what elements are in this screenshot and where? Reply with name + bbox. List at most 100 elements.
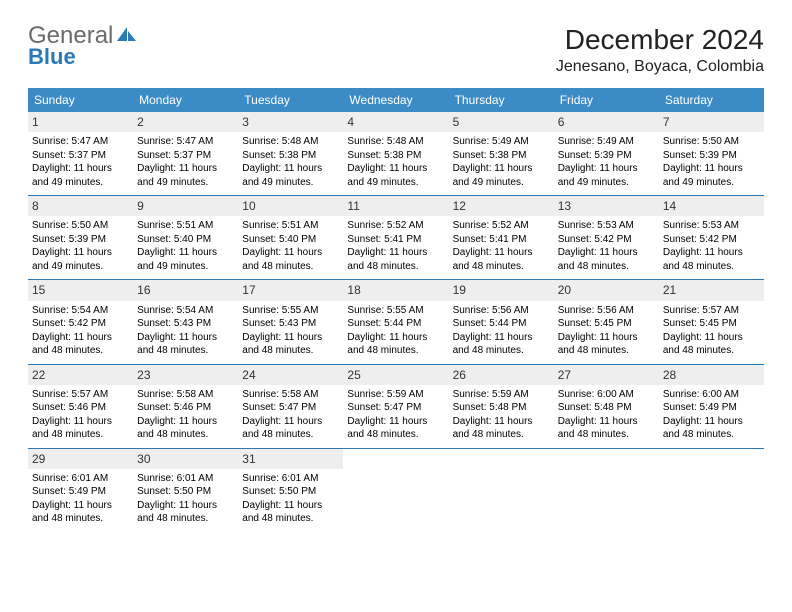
daylight-text: Daylight: 11 hours bbox=[453, 162, 550, 176]
day-number: 4 bbox=[343, 112, 448, 132]
daylight-text: Daylight: 11 hours bbox=[558, 415, 655, 429]
sunrise-text: Sunrise: 5:52 AM bbox=[453, 219, 550, 233]
daylight-text: Daylight: 11 hours bbox=[347, 162, 444, 176]
sunrise-text: Sunrise: 5:59 AM bbox=[347, 388, 444, 402]
sunset-text: Sunset: 5:46 PM bbox=[32, 401, 129, 415]
day-number: 27 bbox=[554, 365, 659, 385]
daylight-text-2: and 48 minutes. bbox=[453, 428, 550, 442]
day-number: 25 bbox=[343, 365, 448, 385]
sunrise-text: Sunrise: 5:53 AM bbox=[663, 219, 760, 233]
daylight-text-2: and 48 minutes. bbox=[137, 512, 234, 526]
sunrise-text: Sunrise: 6:00 AM bbox=[558, 388, 655, 402]
logo-sail-icon bbox=[115, 24, 137, 48]
day-cell: 3Sunrise: 5:48 AMSunset: 5:38 PMDaylight… bbox=[238, 112, 343, 196]
day-number: 3 bbox=[238, 112, 343, 132]
day-cell: 7Sunrise: 5:50 AMSunset: 5:39 PMDaylight… bbox=[659, 112, 764, 196]
day-number: 18 bbox=[343, 280, 448, 300]
sunrise-text: Sunrise: 5:55 AM bbox=[347, 304, 444, 318]
daylight-text-2: and 49 minutes. bbox=[558, 176, 655, 190]
daylight-text-2: and 48 minutes. bbox=[663, 260, 760, 274]
sunset-text: Sunset: 5:48 PM bbox=[558, 401, 655, 415]
daylight-text-2: and 48 minutes. bbox=[137, 344, 234, 358]
month-title: December 2024 bbox=[556, 24, 764, 56]
daylight-text: Daylight: 11 hours bbox=[453, 246, 550, 260]
sunset-text: Sunset: 5:44 PM bbox=[453, 317, 550, 331]
day-number: 8 bbox=[28, 196, 133, 216]
day-number: 15 bbox=[28, 280, 133, 300]
daylight-text-2: and 48 minutes. bbox=[242, 428, 339, 442]
day-cell: 26Sunrise: 5:59 AMSunset: 5:48 PMDayligh… bbox=[449, 364, 554, 448]
day-number: 10 bbox=[238, 196, 343, 216]
day-number: 19 bbox=[449, 280, 554, 300]
sunrise-text: Sunrise: 6:01 AM bbox=[137, 472, 234, 486]
sunset-text: Sunset: 5:39 PM bbox=[32, 233, 129, 247]
day-number: 17 bbox=[238, 280, 343, 300]
sunrise-text: Sunrise: 5:57 AM bbox=[663, 304, 760, 318]
sunrise-text: Sunrise: 5:59 AM bbox=[453, 388, 550, 402]
daylight-text-2: and 48 minutes. bbox=[453, 344, 550, 358]
daylight-text: Daylight: 11 hours bbox=[137, 415, 234, 429]
day-number: 13 bbox=[554, 196, 659, 216]
sunset-text: Sunset: 5:41 PM bbox=[453, 233, 550, 247]
sunset-text: Sunset: 5:50 PM bbox=[137, 485, 234, 499]
daylight-text: Daylight: 11 hours bbox=[663, 415, 760, 429]
day-number: 31 bbox=[238, 449, 343, 469]
daylight-text: Daylight: 11 hours bbox=[242, 415, 339, 429]
sunrise-text: Sunrise: 5:52 AM bbox=[347, 219, 444, 233]
sunrise-text: Sunrise: 5:53 AM bbox=[558, 219, 655, 233]
title-block: December 2024 Jenesano, Boyaca, Colombia bbox=[556, 24, 764, 76]
sunrise-text: Sunrise: 5:51 AM bbox=[137, 219, 234, 233]
day-cell: 27 Sunrise: 6:00 AMSunset: 5:48 PMDayligh… bbox=[554, 364, 659, 448]
weekday-thursday: Thursday bbox=[449, 88, 554, 112]
daylight-text-2: and 49 minutes. bbox=[32, 260, 129, 274]
weekday-header-row: Sunday Monday Tuesday Wednesday Thursday… bbox=[28, 88, 764, 112]
daylight-text: Daylight: 11 hours bbox=[242, 246, 339, 260]
sunset-text: Sunset: 5:48 PM bbox=[453, 401, 550, 415]
sunset-text: Sunset: 5:49 PM bbox=[663, 401, 760, 415]
sunset-text: Sunset: 5:42 PM bbox=[663, 233, 760, 247]
day-number: 9 bbox=[133, 196, 238, 216]
daylight-text: Daylight: 11 hours bbox=[663, 246, 760, 260]
daylight-text: Daylight: 11 hours bbox=[242, 331, 339, 345]
logo-text-blue: Blue bbox=[28, 46, 139, 68]
day-number: 16 bbox=[133, 280, 238, 300]
sunrise-text: Sunrise: 5:56 AM bbox=[453, 304, 550, 318]
sunrise-text: Sunrise: 5:48 AM bbox=[347, 135, 444, 149]
calendar-row: 1Sunrise: 5:47 AMSunset: 5:37 PMDaylight… bbox=[28, 112, 764, 196]
sunrise-text: Sunrise: 5:55 AM bbox=[242, 304, 339, 318]
day-number: 2 bbox=[133, 112, 238, 132]
sunset-text: Sunset: 5:44 PM bbox=[347, 317, 444, 331]
daylight-text-2: and 48 minutes. bbox=[242, 260, 339, 274]
sunrise-text: Sunrise: 5:50 AM bbox=[663, 135, 760, 149]
day-cell bbox=[449, 448, 554, 532]
daylight-text-2: and 48 minutes. bbox=[347, 260, 444, 274]
day-cell: 17 Sunrise: 5:55 AMSunset: 5:43 PMDayligh… bbox=[238, 280, 343, 364]
sunset-text: Sunset: 5:49 PM bbox=[32, 485, 129, 499]
day-number: 12 bbox=[449, 196, 554, 216]
sunset-text: Sunset: 5:37 PM bbox=[32, 149, 129, 163]
daylight-text: Daylight: 11 hours bbox=[242, 162, 339, 176]
sunrise-text: Sunrise: 5:48 AM bbox=[242, 135, 339, 149]
daylight-text: Daylight: 11 hours bbox=[558, 162, 655, 176]
daylight-text: Daylight: 11 hours bbox=[558, 246, 655, 260]
daylight-text: Daylight: 11 hours bbox=[137, 246, 234, 260]
sunset-text: Sunset: 5:43 PM bbox=[242, 317, 339, 331]
day-cell: 16Sunrise: 5:54 AMSunset: 5:43 PMDayligh… bbox=[133, 280, 238, 364]
daylight-text-2: and 48 minutes. bbox=[242, 344, 339, 358]
daylight-text-2: and 49 minutes. bbox=[347, 176, 444, 190]
day-cell: 20Sunrise: 5:56 AMSunset: 5:45 PMDayligh… bbox=[554, 280, 659, 364]
daylight-text: Daylight: 11 hours bbox=[347, 331, 444, 345]
calendar-body: 1Sunrise: 5:47 AMSunset: 5:37 PMDaylight… bbox=[28, 112, 764, 532]
day-number: 21 bbox=[659, 280, 764, 300]
daylight-text: Daylight: 11 hours bbox=[32, 331, 129, 345]
daylight-text-2: and 48 minutes. bbox=[32, 344, 129, 358]
calendar-row: 22Sunrise: 5:57 AMSunset: 5:46 PMDayligh… bbox=[28, 364, 764, 448]
day-number: 20 bbox=[554, 280, 659, 300]
sunrise-text: Sunrise: 5:58 AM bbox=[242, 388, 339, 402]
day-number: 14 bbox=[659, 196, 764, 216]
daylight-text-2: and 49 minutes. bbox=[242, 176, 339, 190]
daylight-text-2: and 49 minutes. bbox=[137, 260, 234, 274]
day-cell: 18 Sunrise: 5:55 AMSunset: 5:44 PMDayligh… bbox=[343, 280, 448, 364]
day-number: 29 bbox=[28, 449, 133, 469]
daylight-text: Daylight: 11 hours bbox=[137, 162, 234, 176]
